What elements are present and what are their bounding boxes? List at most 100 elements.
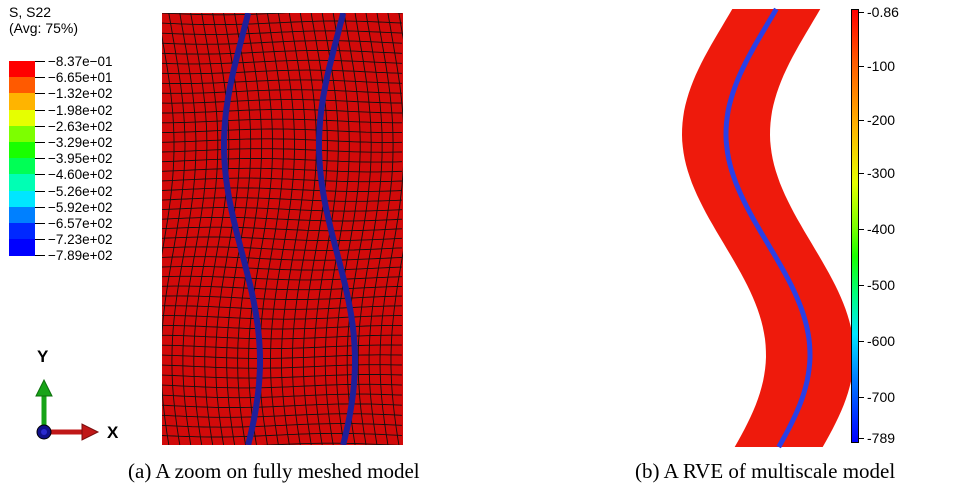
- mesh-line-vertical: [324, 13, 350, 445]
- rve-matrix-region: [682, 9, 854, 447]
- mesh-line-vertical: [182, 13, 208, 445]
- legend-label: −2.63e+02: [48, 118, 113, 134]
- mesh-line-horizontal: [162, 413, 403, 418]
- legend-tick: [35, 93, 45, 95]
- mesh-line-vertical: [291, 13, 317, 445]
- mesh-line-horizontal: [162, 69, 403, 75]
- legend-swatch: [9, 206, 35, 224]
- legend-swatch: [9, 223, 35, 240]
- legend-tick: [35, 239, 45, 241]
- legend-label: −7.23e+02: [48, 232, 113, 248]
- mesh-line-vertical: [171, 13, 197, 445]
- fiber-2: [316, 13, 358, 445]
- legend-label: −6.57e+02: [48, 216, 113, 231]
- mesh-line-horizontal: [162, 128, 402, 134]
- colorbar-tick: [858, 120, 864, 121]
- colorbar-label: -500: [867, 277, 896, 293]
- mesh-grid: [162, 13, 403, 445]
- colorbar-tick: [858, 341, 864, 342]
- mesh-line-horizontal: [162, 266, 403, 271]
- legend-title: S, S22: [9, 4, 52, 20]
- colorbar-label: -0.86: [867, 4, 899, 20]
- legend-swatch: [9, 190, 35, 208]
- legend-label: −6.65e+01: [48, 70, 113, 86]
- mesh-line-horizontal: [162, 403, 403, 408]
- mesh-line-horizontal: [162, 13, 402, 16]
- mesh-line-horizontal: [162, 59, 403, 65]
- axis-triad: [35, 378, 100, 441]
- legend-label: −8.37e−01: [48, 54, 113, 69]
- legend-tick: [35, 255, 45, 257]
- colorbar-tick: [858, 66, 864, 67]
- mesh-line-horizontal: [162, 275, 403, 281]
- legend-tick: [35, 125, 45, 127]
- mesh-line-horizontal: [162, 30, 403, 35]
- mesh-line-horizontal: [162, 89, 403, 94]
- fiber-paths: [221, 13, 358, 445]
- mesh-line-horizontal: [162, 423, 403, 428]
- mesh-line-vertical: [162, 13, 186, 445]
- mesh-line-horizontal: [162, 364, 403, 369]
- colorbar-tick: [858, 397, 864, 398]
- mesh-line-vertical: [357, 13, 383, 445]
- colorbar-label: -789: [867, 430, 896, 446]
- mesh-line-horizontal: [162, 158, 403, 163]
- legend-label: −1.98e+02: [48, 102, 113, 118]
- mesh-line-vertical: [215, 13, 241, 445]
- mesh-line-vertical: [237, 13, 263, 445]
- mesh-line-horizontal: [162, 354, 403, 359]
- mesh-line-horizontal: [162, 79, 403, 84]
- legend-tick: [35, 61, 45, 62]
- legend-subtitle: (Avg: 75%): [9, 20, 78, 36]
- mesh-line-horizontal: [162, 432, 403, 438]
- mesh-line-vertical: [270, 13, 295, 445]
- legend-label: −5.92e+02: [48, 199, 113, 215]
- mesh-line-vertical: [335, 13, 361, 445]
- mesh-line-horizontal: [162, 393, 403, 399]
- legend-tick: [35, 174, 45, 176]
- rve-fiber: [723, 7, 813, 449]
- mesh-line-vertical: [390, 13, 403, 445]
- legend-swatch: [9, 142, 35, 159]
- legend-swatch: [9, 109, 35, 127]
- mesh-line-vertical: [193, 13, 219, 445]
- mesh-line-horizontal: [162, 246, 403, 251]
- mesh-line-horizontal: [162, 40, 403, 45]
- colorbar-label: -700: [867, 389, 896, 405]
- legend-tick: [35, 223, 45, 224]
- legend-tick: [35, 142, 45, 143]
- legend-swatch: [9, 239, 35, 256]
- mesh-line-horizontal: [162, 216, 403, 222]
- fiber-1: [221, 13, 263, 445]
- mesh-line-vertical: [368, 13, 394, 445]
- mesh-line-horizontal: [162, 20, 403, 26]
- mesh-line-vertical: [248, 13, 274, 445]
- legend-label: −4.60e+02: [48, 167, 113, 183]
- x-axis-label: X: [107, 423, 119, 442]
- mesh-line-horizontal: [162, 374, 403, 379]
- y-axis-label: Y: [37, 347, 49, 366]
- colorbar-tick: [858, 173, 864, 174]
- mesh-line-horizontal: [162, 324, 402, 330]
- mesh-line-horizontal: [162, 118, 402, 124]
- mesh-line-vertical: [281, 13, 306, 445]
- colorbar-tick: [858, 12, 864, 13]
- mesh-line-horizontal: [162, 187, 403, 192]
- mesh-line-vertical: [346, 13, 372, 445]
- mesh-line-horizontal: [162, 207, 403, 212]
- caption-b: (b) A RVE of multiscale model: [635, 459, 896, 483]
- legend-tick: [35, 206, 45, 208]
- legend-swatch: [9, 174, 35, 192]
- mesh-line-horizontal: [162, 177, 403, 183]
- mesh-line-vertical: [226, 13, 252, 445]
- mesh-line-horizontal: [162, 383, 403, 389]
- colorbar-label: -100: [867, 58, 896, 74]
- mesh-line-horizontal: [162, 138, 403, 143]
- colorbar: [851, 9, 859, 443]
- legend-swatch: [9, 93, 35, 111]
- mesh-line-horizontal: [162, 344, 402, 350]
- colorbar-label: -200: [867, 112, 896, 128]
- legend-tick: [35, 190, 45, 192]
- mesh-line-vertical: [162, 34, 175, 256]
- colorbar-tick: [858, 229, 864, 230]
